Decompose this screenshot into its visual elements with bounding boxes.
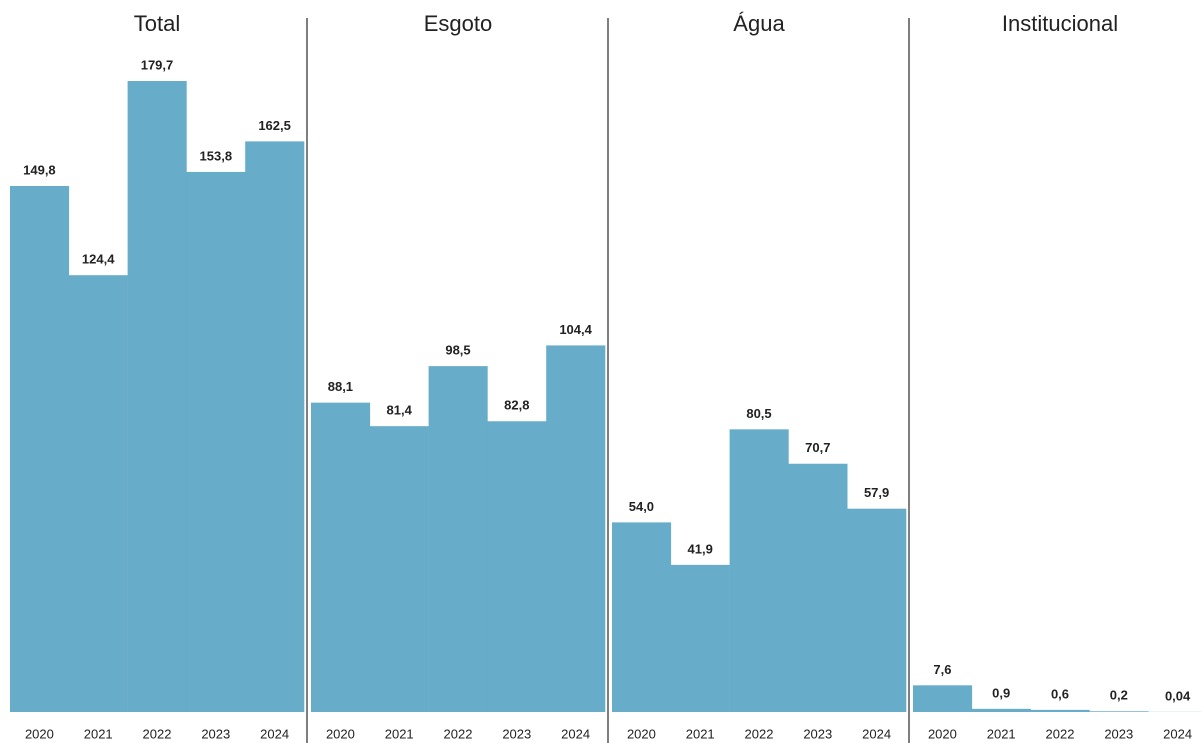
bar — [612, 522, 672, 712]
value-label: 82,8 — [504, 398, 529, 413]
value-label: 153,8 — [200, 148, 233, 163]
value-label: 104,4 — [559, 322, 592, 337]
value-label: 7,6 — [933, 662, 951, 677]
x-tick-label: 2022 — [444, 726, 473, 741]
value-label: 149,8 — [23, 162, 56, 177]
bar — [546, 345, 606, 712]
bar — [913, 685, 973, 712]
value-label: 0,6 — [1051, 686, 1069, 701]
bar — [971, 708, 1031, 712]
value-label: 54,0 — [629, 499, 654, 514]
value-label: 0,9 — [992, 685, 1010, 700]
bar — [1089, 711, 1149, 712]
bar — [10, 185, 70, 712]
x-tick-label: 2024 — [862, 726, 891, 741]
value-label: 98,5 — [445, 343, 470, 358]
x-tick-label: 2024 — [260, 726, 289, 741]
value-label: 124,4 — [82, 252, 115, 267]
x-tick-label: 2022 — [745, 726, 774, 741]
x-tick-label: 2023 — [502, 726, 531, 741]
x-tick-label: 2021 — [385, 726, 414, 741]
bar — [369, 426, 429, 712]
bar — [788, 463, 848, 712]
x-tick-label: 2023 — [201, 726, 230, 741]
bar — [1030, 709, 1090, 712]
bar — [847, 508, 907, 712]
bar — [487, 421, 547, 712]
bar — [127, 81, 187, 712]
panel-title: Esgoto — [424, 11, 493, 36]
bar — [670, 564, 730, 712]
panel-title: Total — [134, 11, 180, 36]
x-tick-label: 2022 — [143, 726, 172, 741]
x-tick-label: 2024 — [561, 726, 590, 741]
value-label: 162,5 — [258, 118, 291, 133]
value-label: 88,1 — [328, 379, 353, 394]
x-tick-label: 2023 — [1104, 726, 1133, 741]
value-label: 81,4 — [387, 403, 413, 418]
x-tick-label: 2020 — [928, 726, 957, 741]
bar — [729, 429, 789, 712]
bar — [68, 275, 128, 712]
value-label: 57,9 — [864, 485, 889, 500]
x-tick-label: 2020 — [627, 726, 656, 741]
x-tick-label: 2020 — [25, 726, 54, 741]
value-label: 80,5 — [746, 406, 771, 421]
value-label: 70,7 — [805, 440, 830, 455]
x-tick-label: 2022 — [1046, 726, 1075, 741]
value-label: 0,2 — [1110, 688, 1128, 703]
x-tick-label: 2021 — [84, 726, 113, 741]
bar — [186, 171, 246, 713]
value-label: 41,9 — [688, 541, 713, 556]
x-tick-label: 2024 — [1163, 726, 1192, 741]
x-tick-label: 2021 — [987, 726, 1016, 741]
bar — [245, 141, 305, 712]
value-label: 0,04 — [1165, 688, 1191, 703]
bar — [311, 402, 371, 712]
x-tick-label: 2020 — [326, 726, 355, 741]
x-tick-label: 2023 — [803, 726, 832, 741]
panel-title: Institucional — [1002, 11, 1118, 36]
x-tick-label: 2021 — [686, 726, 715, 741]
bar — [428, 366, 488, 712]
value-label: 179,7 — [141, 57, 174, 72]
panel-title: Água — [733, 11, 785, 36]
